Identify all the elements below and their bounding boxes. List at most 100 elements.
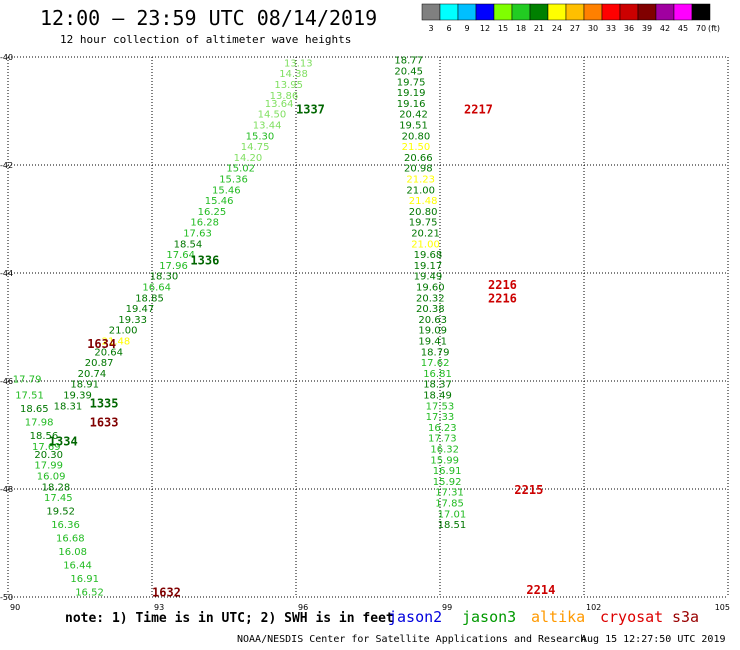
wave-height-label: 19.75 (409, 218, 438, 229)
wave-height-label: 20.98 (404, 164, 433, 175)
wave-height-label: 18.37 (423, 380, 452, 391)
legend-jason3: jason3 (462, 608, 517, 626)
legend-swatch (565, 3, 585, 21)
pass-time-label: 1634 (87, 337, 116, 351)
y-tick-label: -46 (0, 377, 13, 386)
pass-time-label: 2216 (488, 291, 517, 305)
wave-height-label: 17.63 (183, 229, 212, 240)
wave-height-label: 17.53 (426, 401, 455, 412)
x-tick-label: 105 (715, 603, 730, 612)
legend-bin-label: 12 (480, 24, 490, 33)
legend-bin-label: 9 (464, 24, 469, 33)
wave-height-label: 14.75 (241, 142, 270, 153)
pass-time-label: 1335 (90, 397, 119, 411)
footer-timestamp: Aug 15 12:27:50 UTC 2019 (581, 634, 726, 645)
pass-time-label: 2215 (514, 483, 543, 497)
wave-height-label: 20.30 (34, 450, 63, 461)
wave-height-label: 15.36 (219, 175, 248, 186)
wave-height-label: 18.51 (438, 520, 467, 531)
legend-swatch (601, 3, 621, 21)
wave-height-label: 13.44 (253, 121, 282, 132)
wave-height-label: 20.45 (394, 67, 423, 78)
x-tick-label: 93 (154, 603, 164, 612)
legend-bin-label: 42 (660, 24, 670, 33)
pass-time-label: 1337 (296, 102, 325, 116)
wave-height-label: 20.21 (411, 229, 440, 240)
wave-height-label: 16.08 (58, 547, 87, 558)
x-tick-label: 90 (10, 603, 20, 612)
wave-height-label: 18.31 (54, 401, 83, 412)
legend-swatch (655, 3, 675, 21)
wave-height-label: 16.52 (75, 588, 104, 599)
y-tick-label: -44 (0, 269, 13, 278)
pass-time-label: 1334 (49, 434, 78, 448)
legend-bin-label: 18 (516, 24, 526, 33)
page-title: 12:00 — 23:59 UTC 08/14/2019 (40, 6, 378, 30)
wave-height-label: 17.85 (435, 499, 464, 510)
legend-bin-label: 3 (428, 24, 433, 33)
wave-height-label: 20.38 (416, 304, 445, 315)
wave-height-label: 21.48 (102, 337, 131, 348)
wave-height-label: 18.65 (20, 404, 49, 415)
wave-height-label: 16.36 (51, 520, 80, 531)
legend-swatch (547, 3, 567, 21)
wave-height-label: 21.50 (402, 142, 431, 153)
wave-height-label: 19.41 (418, 337, 447, 348)
wave-height-label: 20.64 (94, 347, 123, 358)
wave-height-label: 19.51 (399, 121, 428, 132)
wave-height-label: 16.91 (433, 466, 462, 477)
legend-bin-label: 27 (570, 24, 580, 33)
legend-cryosat: cryosat (600, 608, 664, 626)
pass-time-label: 2216 (488, 278, 517, 292)
wave-height-label: 20.87 (85, 358, 114, 369)
wave-height-label: 17.01 (438, 509, 467, 520)
wave-height-label: 18.30 (150, 272, 179, 283)
wave-height-label: 18.91 (70, 380, 99, 391)
legend-swatch (691, 3, 711, 21)
wave-height-label: 14.38 (279, 69, 308, 80)
wave-height-label: 15.99 (430, 455, 459, 466)
wave-height-label: 21.48 (409, 196, 438, 207)
wave-height-label: 13.95 (274, 80, 303, 91)
legend-bin-label: 21 (534, 24, 544, 33)
page-subtitle: 12 hour collection of altimeter wave hei… (60, 33, 352, 46)
legend-s3a: s3a (672, 608, 700, 626)
legend-bin-label: 6 (446, 24, 451, 33)
legend-swatch (457, 3, 477, 21)
x-tick-label: 102 (586, 603, 601, 612)
wave-height-label: 19.52 (46, 507, 75, 518)
wave-height-label: 16.25 (198, 207, 227, 218)
wave-height-label: 17.51 (15, 391, 44, 402)
footer-note: note: 1) Time is in UTC; 2) SWH is in fe… (65, 611, 394, 626)
wave-height-label: 15.92 (433, 477, 462, 488)
wave-height-label: 19.39 (63, 391, 92, 402)
wave-height-label: 18.77 (394, 56, 423, 67)
wave-height-label: 13.13 (284, 58, 313, 69)
wave-height-label: 20.80 (402, 131, 431, 142)
wave-height-label: 21.00 (406, 185, 435, 196)
pass-time-label: 1633 (90, 416, 119, 430)
wave-height-label: 14.20 (234, 153, 263, 164)
wave-height-label: 16.44 (63, 561, 92, 572)
y-tick-label: -42 (0, 161, 13, 170)
wave-height-label: 19.17 (414, 261, 443, 272)
wave-height-label: 17.96 (159, 261, 188, 272)
wave-height-label: 17.98 (25, 418, 54, 429)
pass-time-label: 2217 (464, 102, 493, 116)
legend-bin-label: 70 (696, 24, 706, 33)
wave-height-label: 21.00 (109, 326, 138, 337)
wave-height-label: 16.32 (430, 445, 459, 456)
wave-height-label: 14.50 (258, 110, 287, 121)
wave-height-label: 16.64 (142, 283, 171, 294)
footer-credit: NOAA/NESDIS Center for Satellite Applica… (237, 634, 587, 645)
wave-height-label: 20.80 (409, 207, 438, 218)
wave-height-label: 15.02 (226, 164, 255, 175)
wave-height-label: 19.75 (397, 77, 426, 88)
x-tick-label: 96 (298, 603, 308, 612)
wave-height-label: 19.47 (126, 304, 155, 315)
legend-swatch (475, 3, 495, 21)
legend-swatch (511, 3, 531, 21)
wave-height-label: 21.00 (411, 239, 440, 250)
pass-time-label: 1632 (152, 586, 181, 600)
wave-height-label: 17.62 (421, 358, 450, 369)
